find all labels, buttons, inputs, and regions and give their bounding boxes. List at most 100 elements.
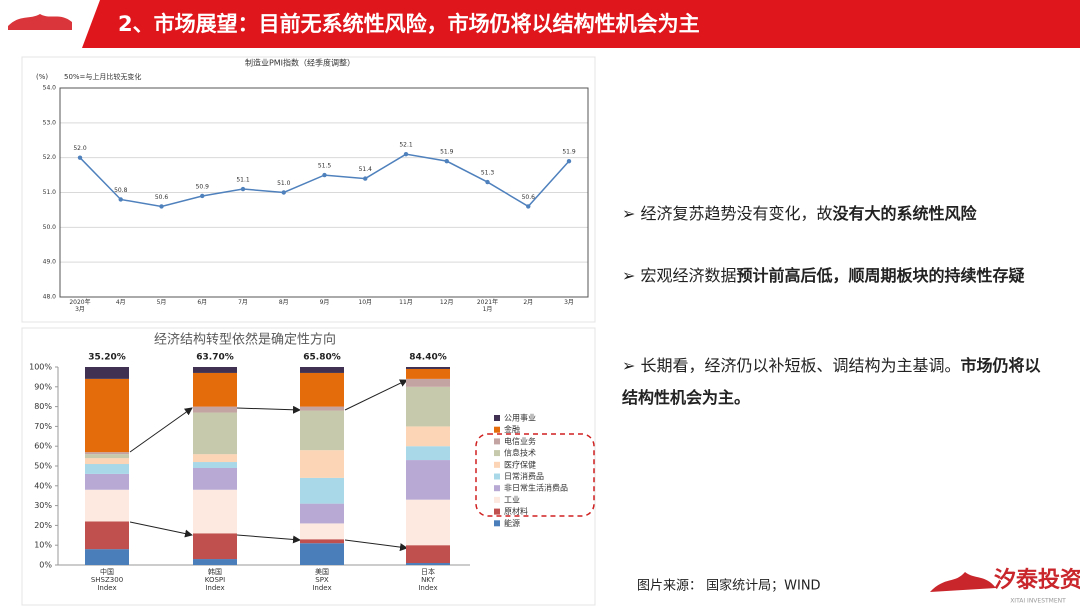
legend-label: 医疗保健 bbox=[504, 459, 536, 469]
data-label: 50.9 bbox=[196, 183, 210, 190]
y-tick-label: 54.0 bbox=[43, 85, 57, 92]
arrows bbox=[129, 379, 408, 552]
data-label: 52.1 bbox=[399, 142, 413, 149]
x-tick-label: 12月 bbox=[439, 299, 454, 306]
legend-label: 日常消费品 bbox=[504, 471, 544, 481]
bar-segment bbox=[300, 410, 344, 451]
data-label: 50.6 bbox=[522, 194, 536, 201]
bar-segment bbox=[300, 539, 344, 544]
data-label: 51.0 bbox=[277, 180, 291, 187]
legend-swatch bbox=[494, 485, 500, 492]
bar-segment bbox=[193, 372, 237, 407]
bar-segment bbox=[406, 563, 450, 565]
y-tick-label: 51.0 bbox=[43, 189, 57, 196]
slide-title: 2、市场展望：目前无系统性风险，市场仍将以结构性机会为主 bbox=[118, 12, 700, 36]
header-logo bbox=[8, 14, 72, 30]
bar-segment bbox=[406, 367, 450, 369]
bullet-text: 没有大的系统性风险 bbox=[832, 204, 977, 223]
bar-segment bbox=[300, 367, 344, 373]
bullet-marker: ➢ bbox=[622, 204, 641, 223]
y-tick-label: 0% bbox=[39, 561, 52, 570]
data-label: 51.1 bbox=[236, 177, 250, 184]
bar-segment bbox=[193, 533, 237, 560]
x-tick-label: 9月 bbox=[319, 299, 330, 306]
point bbox=[485, 179, 490, 185]
bar-segment bbox=[85, 458, 129, 465]
bar-segment bbox=[300, 543, 344, 565]
point bbox=[444, 158, 449, 164]
bullet-text: 市场仍将以结构性机会为主。 bbox=[622, 356, 1041, 407]
source: 图片来源： 国家统计局；WIND bbox=[637, 578, 821, 594]
legend-label: 非日常生活消费品 bbox=[504, 483, 568, 493]
y-tick-label: 20% bbox=[34, 521, 52, 530]
bar-segment bbox=[85, 454, 129, 459]
bar-segment bbox=[85, 367, 129, 379]
bar-segment bbox=[300, 406, 344, 411]
bar-segment bbox=[406, 545, 450, 564]
legend-swatch bbox=[494, 508, 500, 515]
bar-annotation: 65.80% bbox=[303, 353, 341, 363]
x-tick-label: 美国 SPX Index bbox=[312, 568, 332, 593]
legend-swatch bbox=[494, 450, 500, 457]
bar-segment bbox=[85, 464, 129, 474]
y-tick-label: 52.0 bbox=[43, 154, 57, 161]
y-tick-label: 70% bbox=[34, 422, 52, 431]
x-tick-label: 8月 bbox=[278, 299, 289, 306]
x-tick-label: 3月 bbox=[564, 299, 574, 306]
bar-segment bbox=[406, 426, 450, 447]
x-tick-label: 2021年 1月 bbox=[476, 299, 499, 313]
bar-segment bbox=[193, 489, 237, 534]
bar-segment bbox=[85, 452, 129, 455]
data-label: 51.4 bbox=[359, 166, 373, 173]
highlight-box bbox=[475, 433, 595, 517]
y-tick-label: 50% bbox=[34, 462, 52, 471]
legend-label: 金融 bbox=[504, 424, 520, 434]
data-label: 51.9 bbox=[562, 149, 576, 156]
legend-label: 能源 bbox=[504, 518, 520, 528]
bar-segment bbox=[85, 473, 129, 490]
legend-label: 原材料 bbox=[504, 506, 528, 516]
y-tick-label: 48.0 bbox=[43, 294, 57, 301]
point bbox=[363, 176, 368, 181]
logo-text: 汐泰投资 bbox=[994, 567, 1080, 592]
point bbox=[322, 172, 327, 178]
x-tick-label: 4月 bbox=[115, 299, 126, 306]
legend-swatch bbox=[494, 461, 500, 468]
bullet-marker: ➢ bbox=[622, 356, 641, 375]
bar-segment bbox=[85, 378, 129, 453]
point bbox=[566, 158, 572, 164]
legend-label: 电信业务 bbox=[504, 436, 536, 446]
logo-mark bbox=[930, 572, 996, 592]
bullet-text: 经济复苏趋势没有变化，故 bbox=[640, 204, 833, 223]
y-tick-label: 49.0 bbox=[43, 259, 57, 266]
bar-segment bbox=[406, 460, 450, 500]
bullet-marker: ➢ bbox=[622, 266, 641, 285]
bar-segment bbox=[193, 367, 237, 373]
data-label: 51.3 bbox=[481, 170, 495, 177]
data-label: 52.0 bbox=[73, 145, 87, 152]
chart-panel bbox=[21, 56, 596, 323]
x-tick-label: 7月 bbox=[238, 299, 248, 306]
bar-segment bbox=[85, 521, 129, 550]
bar-segment bbox=[193, 412, 237, 455]
y-tick-label: 10% bbox=[34, 541, 52, 550]
legend-swatch bbox=[494, 415, 500, 421]
x-tick-label: 2月 bbox=[523, 299, 534, 306]
y-tick-label: 53.0 bbox=[43, 119, 57, 126]
y-tick-label: 100% bbox=[29, 363, 52, 372]
bullet: ➢ 经济复苏趋势没有变化，故没有大的系统性风险 bbox=[622, 198, 1052, 230]
bar-segment bbox=[300, 477, 344, 504]
bar-segment bbox=[300, 523, 344, 540]
x-tick-label: 11月 bbox=[399, 299, 413, 306]
bullet-text: 长期看，经济仍以补短板、调结构为主基调。 bbox=[640, 356, 961, 375]
legend-swatch bbox=[494, 473, 500, 480]
bar-segment bbox=[406, 386, 450, 427]
x-tick-label: 6月 bbox=[197, 299, 208, 306]
bar-segment bbox=[406, 446, 450, 461]
point bbox=[403, 151, 409, 157]
y-tick-label: 80% bbox=[34, 402, 52, 411]
x-tick-label: 2020年 3月 bbox=[69, 299, 91, 313]
bar-segment bbox=[193, 454, 237, 463]
point bbox=[159, 204, 164, 209]
bar-segment bbox=[193, 406, 237, 413]
